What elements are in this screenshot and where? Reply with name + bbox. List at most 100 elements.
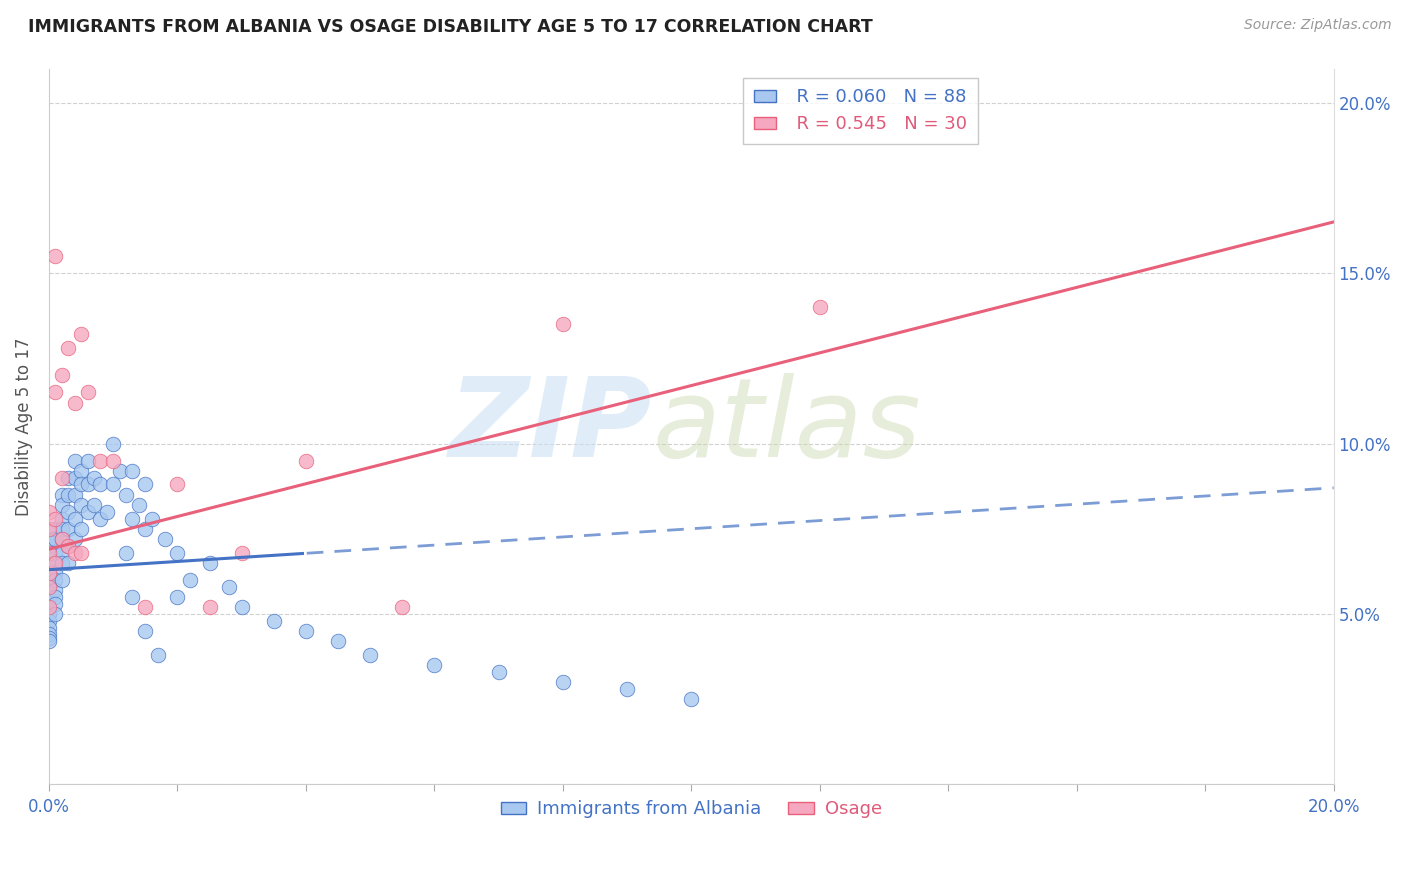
Point [44,573,66,587]
Point [63,511,86,525]
Legend: Immigrants from Albania, Osage: Immigrants from Albania, Osage [494,793,889,825]
Point [76,385,98,400]
Point [38,607,60,621]
Point [551,675,574,690]
Point [70,327,93,342]
Point [38,580,60,594]
Point [166,477,188,491]
Point [134,600,156,615]
Point [153,532,176,546]
Point [38,573,60,587]
Point [70,464,93,478]
Point [63,546,86,560]
Point [295,453,318,467]
Point [488,665,510,679]
Point [121,464,143,478]
Point [51,532,73,546]
Point [44,532,66,546]
Point [551,317,574,331]
Point [808,300,831,314]
Point [166,590,188,604]
Point [108,464,131,478]
Point [103,436,125,450]
Point [218,580,240,594]
Point [51,368,73,383]
Point [166,546,188,560]
Point [134,522,156,536]
Point [44,522,66,536]
Point [76,453,98,467]
Point [38,522,60,536]
Point [616,681,638,696]
Point [89,511,111,525]
Point [44,607,66,621]
Point [58,539,80,553]
Point [681,692,703,706]
Point [63,488,86,502]
Point [51,522,73,536]
Point [58,505,80,519]
Point [51,556,73,570]
Point [89,453,111,467]
Point [115,546,138,560]
Point [38,539,60,553]
Point [115,488,138,502]
Point [38,621,60,635]
Point [44,556,66,570]
Point [58,539,80,553]
Point [63,453,86,467]
Point [103,477,125,491]
Point [38,634,60,648]
Point [103,453,125,467]
Point [44,583,66,598]
Point [58,556,80,570]
Point [83,470,105,484]
Point [179,573,201,587]
Point [70,546,93,560]
Point [58,470,80,484]
Y-axis label: Disability Age 5 to 17: Disability Age 5 to 17 [15,337,32,516]
Point [38,556,60,570]
Point [134,477,156,491]
Point [70,477,93,491]
Point [51,498,73,512]
Text: ZIP: ZIP [450,373,652,480]
Point [89,477,111,491]
Point [231,600,253,615]
Point [63,470,86,484]
Point [44,511,66,525]
Point [38,600,60,615]
Point [423,658,446,673]
Point [83,498,105,512]
Point [44,385,66,400]
Point [51,488,73,502]
Point [38,600,60,615]
Point [51,546,73,560]
Point [326,634,349,648]
Point [44,566,66,580]
Point [58,488,80,502]
Point [231,546,253,560]
Text: atlas: atlas [652,373,921,480]
Point [359,648,381,662]
Point [38,614,60,628]
Point [295,624,318,638]
Point [38,590,60,604]
Point [44,597,66,611]
Point [198,556,221,570]
Point [38,546,60,560]
Point [146,648,169,662]
Point [51,511,73,525]
Point [198,600,221,615]
Point [51,532,73,546]
Point [141,511,163,525]
Point [121,590,143,604]
Point [70,522,93,536]
Text: Source: ZipAtlas.com: Source: ZipAtlas.com [1244,18,1392,32]
Point [44,556,66,570]
Point [38,627,60,641]
Point [263,614,285,628]
Point [58,341,80,355]
Point [51,470,73,484]
Point [63,532,86,546]
